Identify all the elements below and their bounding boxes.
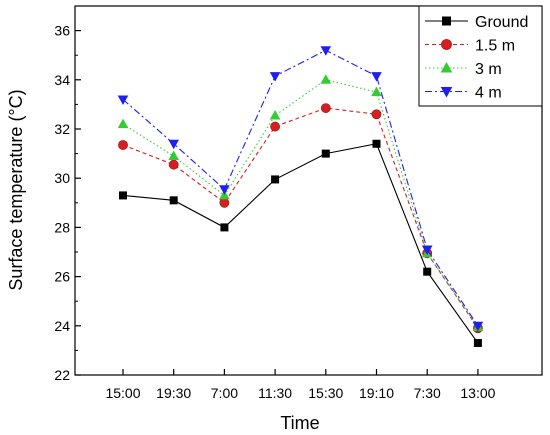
data-point [372,139,381,148]
data-point [168,139,179,150]
series-line [122,143,479,344]
y-tick-label: 36 [54,23,70,39]
data-point [371,109,382,120]
y-tick-label: 30 [54,170,70,186]
data-point [169,196,178,205]
data-point [219,185,230,195]
x-tick-label: 7:30 [414,385,441,401]
plot-frame [74,5,543,376]
data-point [269,109,281,120]
series-4-m [117,46,484,332]
x-tick-label: 15:00 [105,385,140,401]
x-axis: 15:00 19:30 7:00 11:30 15:30 19:10 7:30 13:00 [105,369,496,401]
data-point [442,16,451,26]
data-point [320,74,332,84]
x-tick-label: 19:30 [156,385,191,401]
legend: Ground 1.5 m 3 m 4 m [418,5,543,107]
data-point [168,150,179,161]
y-tick-label: 24 [54,318,70,334]
legend-label: 1.5 m [475,38,515,55]
series-1-5-m [118,103,483,334]
data-point [472,321,484,332]
data-point [117,95,129,105]
data-point [118,140,128,150]
y-tick-label: 32 [54,121,70,137]
data-point [320,103,331,113]
data-point [271,175,280,184]
legend-label: 3 m [475,61,502,78]
data-point [440,87,453,98]
data-point [269,72,281,82]
y-tick-label: 28 [54,219,70,235]
data-point [440,62,453,73]
series-ground [119,139,482,348]
y-tick-label: 26 [54,269,70,285]
legend-item: 1.5 m [425,38,515,55]
data-point [321,149,330,158]
legend-item: 3 m [425,61,502,78]
data-point [371,72,382,82]
legend-item: Ground [425,14,528,31]
x-tick-label: 11:30 [258,385,292,401]
series-line [122,107,479,329]
x-tick-label: 7:00 [211,385,238,401]
x-tick-label: 13:00 [460,385,495,401]
data-point [117,118,129,129]
x-tick-label: 19:10 [359,385,394,401]
data-point [220,223,229,232]
y-axis: 22 24 26 28 30 32 34 36 [54,23,81,383]
data-point [371,86,382,97]
data-point [219,197,230,208]
series-layer [117,46,484,348]
data-point [320,46,332,56]
x-tick-label: 15:30 [308,385,343,401]
data-point [473,339,482,348]
data-point [119,191,127,200]
y-tick-label: 34 [54,72,70,88]
series-line [122,49,479,327]
data-point [441,39,452,50]
data-point [168,159,179,170]
legend-item: 4 m [425,85,502,102]
legend-label: Ground [475,14,528,31]
y-tick-label: 22 [54,367,70,383]
data-point [421,245,433,256]
legend-box [418,5,543,107]
x-axis-title: Time [280,413,319,433]
legend-label: 4 m [475,85,502,102]
data-point [270,121,280,132]
data-point [423,267,432,276]
y-axis-title: Surface temperature (°C) [6,89,26,290]
